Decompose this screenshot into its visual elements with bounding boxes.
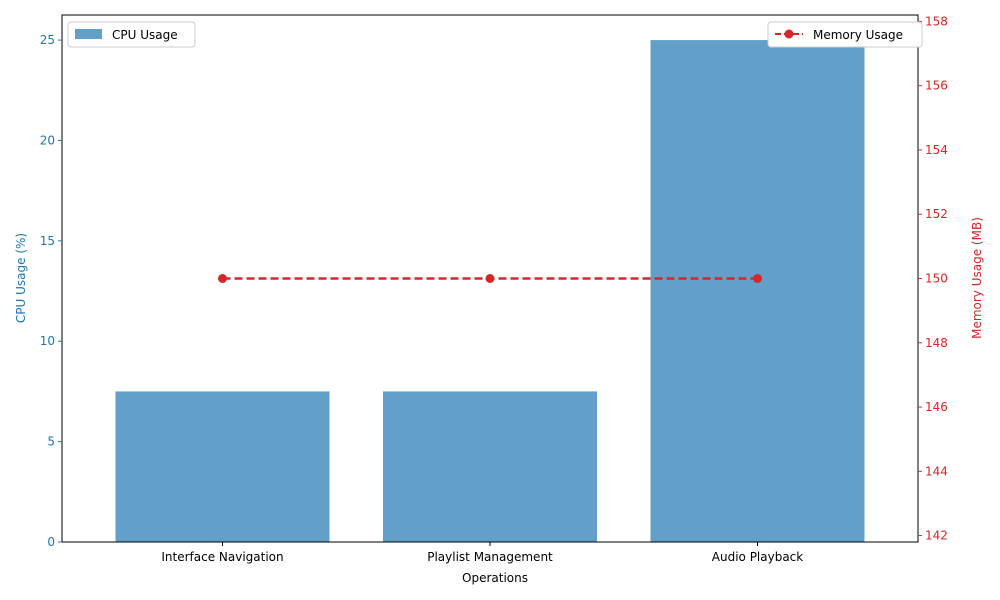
legend-cpu-label: CPU Usage	[112, 28, 178, 42]
left-tick-label: 10	[40, 334, 55, 348]
right-tick-label: 150	[925, 272, 948, 286]
right-tick-label: 156	[925, 79, 948, 93]
axes-layer: 0 5 10 15 20 25 142 144 146 148 150 152 154 156 158 Int…	[40, 14, 948, 564]
legend-memory-frame	[767, 21, 923, 48]
x-axis-label: Operations	[462, 571, 528, 585]
right-tick-label: 142	[925, 529, 948, 543]
right-axis-label: Memory Usage (MB)	[970, 217, 984, 339]
right-tick-label: 158	[925, 14, 948, 28]
legend-memory-marker	[784, 29, 794, 39]
left-tick-label: 20	[40, 133, 55, 147]
legend-cpu-frame	[67, 21, 196, 48]
legend-memory: Memory Usage	[767, 21, 923, 48]
legend-cpu-swatch	[75, 29, 102, 39]
cpu-bar-1	[115, 391, 330, 542]
memory-point-1	[218, 274, 227, 283]
left-tick-label: 0	[47, 535, 55, 549]
memory-point-3	[753, 274, 762, 283]
left-axis-label: CPU Usage (%)	[14, 233, 28, 323]
left-tick-label: 25	[40, 33, 55, 47]
cpu-bar-3	[650, 40, 865, 542]
x-tick-label: Playlist Management	[427, 550, 553, 564]
bars-layer	[115, 40, 865, 542]
x-tick-label: Audio Playback	[712, 550, 804, 564]
right-tick-label: 144	[925, 464, 948, 478]
line-layer	[218, 274, 762, 283]
memory-point-2	[485, 274, 495, 283]
right-tick-label: 154	[925, 143, 948, 157]
right-tick-label: 146	[925, 400, 948, 414]
cpu-bar-2	[383, 391, 597, 542]
legend-memory-label: Memory Usage	[813, 28, 903, 42]
right-tick-label: 152	[925, 207, 948, 221]
left-tick-label: 5	[47, 435, 55, 449]
right-tick-label: 148	[925, 336, 948, 350]
left-tick-label: 15	[40, 234, 55, 248]
x-tick-label: Interface Navigation	[161, 550, 283, 564]
legend-cpu: CPU Usage	[67, 21, 196, 48]
